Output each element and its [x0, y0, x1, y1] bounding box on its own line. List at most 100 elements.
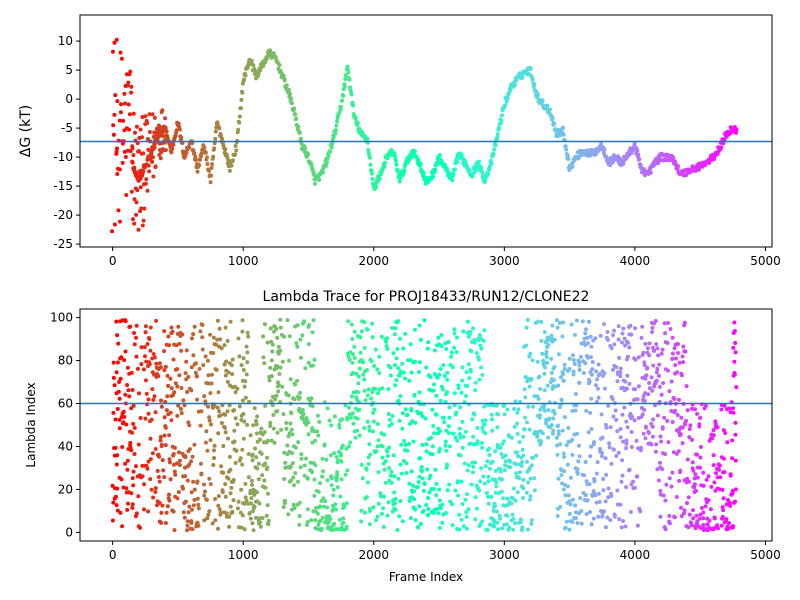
- lambda-point: [276, 389, 281, 394]
- lambda-point: [714, 471, 718, 476]
- lambda-point: [690, 460, 695, 465]
- lambda-point: [529, 521, 534, 526]
- lambda-point: [444, 347, 449, 351]
- lambda-point: [221, 470, 226, 475]
- lambda-point: [142, 345, 147, 350]
- lambda-point: [255, 466, 260, 471]
- delta-g-point: [566, 157, 571, 161]
- lambda-point: [366, 462, 371, 466]
- lambda-point: [355, 428, 360, 433]
- lambda-point: [219, 464, 224, 469]
- lambda-point: [463, 429, 468, 434]
- lambda-point: [293, 445, 298, 450]
- lambda-point: [365, 495, 369, 500]
- delta-g-point: [671, 156, 676, 160]
- lambda-point: [624, 446, 628, 451]
- lambda-point: [425, 346, 430, 351]
- lambda-point: [120, 524, 125, 529]
- lambda-point: [163, 443, 168, 448]
- lambda-point: [519, 463, 524, 468]
- lambda-point: [227, 454, 232, 459]
- lambda-point: [585, 335, 590, 340]
- lambda-point: [399, 442, 404, 447]
- y-tick-label: 100: [50, 311, 73, 325]
- lambda-point: [365, 419, 370, 424]
- lambda-point: [608, 425, 613, 430]
- lambda-point: [150, 451, 155, 456]
- lambda-point: [667, 476, 672, 481]
- lambda-point: [434, 493, 439, 498]
- lambda-point: [712, 516, 717, 521]
- delta-g-point: [431, 174, 436, 179]
- lambda-point: [679, 373, 684, 378]
- lambda-point: [269, 374, 274, 379]
- lambda-point: [493, 490, 498, 495]
- lambda-point: [570, 520, 575, 524]
- lambda-point: [196, 523, 201, 528]
- lambda-point: [605, 515, 610, 520]
- lambda-point: [480, 445, 485, 450]
- lambda-point: [562, 362, 567, 367]
- lambda-point: [123, 392, 128, 397]
- lambda-point: [118, 376, 123, 381]
- lambda-point: [537, 374, 542, 379]
- lambda-point: [111, 375, 116, 380]
- lambda-point: [657, 362, 662, 367]
- lambda-point: [304, 456, 308, 461]
- lambda-point: [206, 512, 211, 517]
- lambda-point: [656, 373, 661, 378]
- lambda-point: [604, 425, 609, 430]
- lambda-point: [351, 390, 356, 395]
- delta-g-point: [151, 174, 156, 179]
- lambda-point: [248, 516, 253, 521]
- lambda-point: [497, 513, 502, 518]
- delta-g-point: [160, 108, 165, 113]
- lambda-point: [514, 471, 519, 476]
- lambda-point: [647, 341, 652, 346]
- lambda-point: [621, 326, 626, 331]
- lambda-point: [529, 463, 534, 468]
- lambda-point: [585, 498, 590, 503]
- x-tick-label: 0: [109, 254, 117, 268]
- lambda-point: [334, 507, 338, 512]
- delta-g-point: [141, 218, 146, 223]
- lambda-point: [417, 360, 422, 365]
- lambda-point: [547, 416, 552, 421]
- lambda-point: [368, 452, 373, 457]
- lambda-point: [445, 488, 450, 493]
- lambda-point: [589, 396, 594, 401]
- lambda-point: [639, 445, 643, 450]
- delta-g-point: [296, 124, 301, 129]
- lambda-point: [154, 318, 159, 323]
- lambda-point: [701, 510, 706, 515]
- y-tick-label: 60: [58, 397, 73, 411]
- delta-g-points: [110, 37, 739, 234]
- lambda-point: [141, 367, 146, 372]
- delta-g-point: [242, 77, 246, 82]
- lambda-point: [493, 504, 497, 509]
- lambda-point: [695, 452, 700, 457]
- lambda-point: [606, 495, 611, 500]
- lambda-point: [383, 480, 388, 485]
- lambda-point: [130, 388, 135, 392]
- lambda-point: [465, 319, 470, 324]
- lambda-point: [215, 405, 220, 410]
- lambda-point: [312, 477, 317, 482]
- lambda-point: [412, 497, 417, 502]
- lambda-point: [286, 434, 291, 439]
- lambda-point: [254, 515, 258, 520]
- lambda-point: [464, 510, 469, 515]
- lambda-point: [389, 469, 394, 474]
- lambda-point: [528, 351, 533, 356]
- lambda-point: [190, 527, 195, 532]
- lambda-point: [136, 442, 141, 447]
- delta-g-point: [412, 149, 417, 154]
- lambda-point: [486, 474, 491, 479]
- lambda-point: [508, 459, 513, 464]
- delta-g-point: [144, 162, 149, 167]
- delta-g-point: [129, 84, 134, 89]
- lambda-point: [355, 416, 360, 421]
- lambda-point: [478, 522, 483, 527]
- lambda-point: [259, 451, 264, 456]
- lambda-point: [583, 361, 588, 366]
